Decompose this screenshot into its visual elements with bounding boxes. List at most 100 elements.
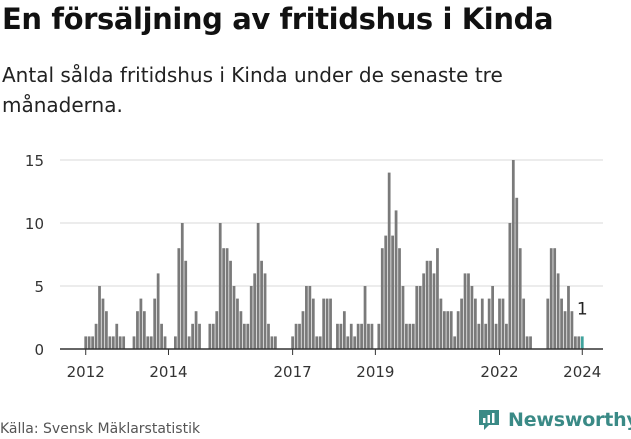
bar [470,286,474,349]
bar [267,323,270,349]
bar-highlight [580,336,584,349]
bar [198,323,201,349]
bar [118,336,122,349]
bar [194,311,198,349]
y-tick-label: 15 [25,152,44,170]
bar [260,260,263,349]
chart-title: En försäljning av fritidshus i Kinda [2,2,554,36]
bar [301,311,305,349]
bar [463,273,467,349]
bar [342,311,346,349]
bar [456,311,460,349]
bar [411,323,415,349]
bar [122,336,126,349]
bar [494,323,498,349]
bar [253,273,257,349]
bar [432,273,436,349]
bar [453,336,457,349]
bar [177,248,181,349]
bar [484,323,488,349]
x-tick-label: 2012 [67,363,105,381]
bar [294,323,298,349]
bar [387,172,391,349]
bar [336,323,339,349]
bar [567,286,570,349]
bar [329,298,332,349]
bar [98,286,101,349]
bar [546,298,550,349]
x-tick-label: 2022 [480,363,518,381]
bar [308,286,312,349]
bar [418,286,422,349]
bar [529,336,532,349]
bar [222,248,226,349]
bar [522,298,526,349]
bar [574,336,577,349]
bar [274,336,277,349]
bar [367,323,370,349]
bar [405,323,408,349]
bar [246,323,250,349]
bar [560,298,563,349]
bar [436,248,439,349]
bar [315,336,319,349]
bar [187,336,191,349]
y-tick-label: 5 [34,278,44,296]
bar [218,223,222,349]
bar [525,336,529,349]
newsworthy-chart-icon [479,410,499,430]
bar [508,223,512,349]
bar [156,273,160,349]
bar [242,323,246,349]
bar [149,336,153,349]
bar [87,336,91,349]
bar [491,286,494,349]
bar [270,336,274,349]
bar [553,248,557,349]
bar [111,336,115,349]
bar [394,210,398,349]
bar [184,260,188,349]
x-tick-label: 2019 [356,363,394,381]
bar [311,298,315,349]
bar [291,336,294,349]
x-tick-label: 2024 [563,363,601,381]
brand-logo: Newsworthy [476,407,631,433]
bar [298,323,301,349]
bar [380,248,384,349]
bar [160,323,163,349]
bar [136,311,139,349]
bar [191,323,194,349]
bar [391,235,394,349]
bars [84,160,584,349]
bar [84,336,88,349]
bar [263,273,267,349]
bar [422,273,426,349]
x-tick-label: 2017 [274,363,312,381]
bar [232,286,236,349]
bar [94,323,98,349]
bar [442,311,446,349]
bar [477,323,481,349]
bar [163,336,167,349]
bar [446,311,450,349]
bar [518,248,522,349]
bar-chart: 0 5 10 15 2012 2014 2017 2019 2022 2024 1 [25,152,603,381]
bar [174,336,177,349]
x-axis [60,348,603,355]
last-value-label: 1 [577,299,588,319]
bar [356,323,360,349]
bar [132,336,136,349]
bar [353,336,357,349]
bar [505,323,508,349]
bar [474,298,477,349]
bar [439,298,443,349]
bar [249,286,253,349]
y-tick-label: 10 [25,215,44,233]
bar [501,298,505,349]
bar [256,223,260,349]
bar [487,298,491,349]
bar [384,235,388,349]
bar [108,336,112,349]
bar [236,298,239,349]
